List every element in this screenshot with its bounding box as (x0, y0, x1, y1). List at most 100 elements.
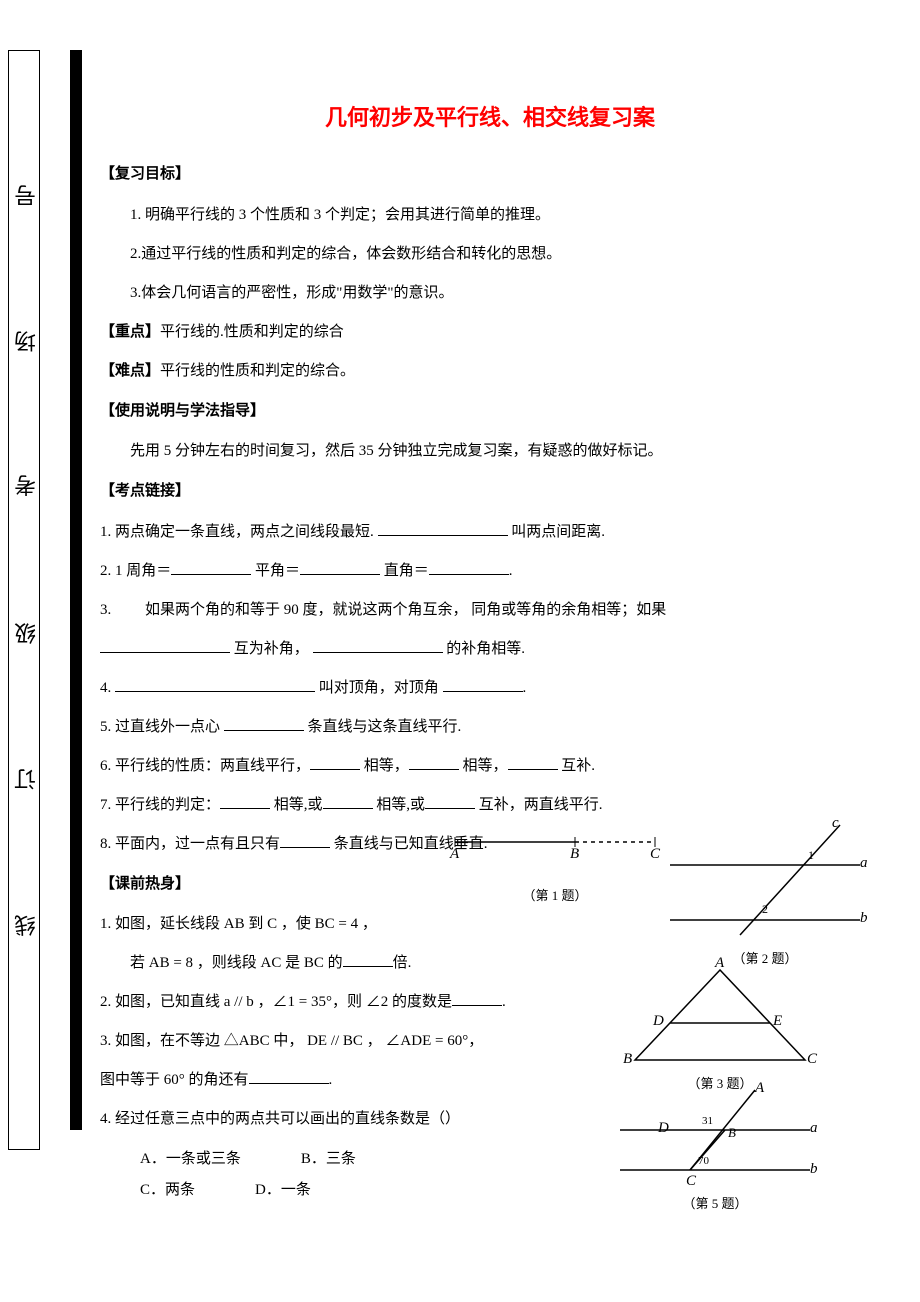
fig5-31: 31 (702, 1115, 713, 1127)
w1a: 1. 如图，延长线段 AB 到 C ，使 BC = 4 ， (100, 906, 500, 942)
blank (443, 677, 523, 692)
k4b: 叫对顶角，对顶角 (319, 680, 439, 696)
w4b: ） (445, 1111, 464, 1127)
blank (310, 755, 360, 770)
binding-char-2: 场 (16, 326, 36, 358)
k3: 3. 如果两个角的和等于 90 度，就说这两个角互余， 同角或等角的余角相等；如… (100, 592, 880, 628)
opt-a: A．一条或三条 (140, 1147, 241, 1168)
k6: 6. 平行线的性质：两直线平行， 相等， 相等， 互补. (100, 748, 880, 784)
difficulty-line: 【难点】平行线的性质和判定的综合。 (100, 353, 880, 389)
goal-1: 1. 明确平行线的 3 个性质和 3 个判定；会用其进行简单的推理。 (100, 197, 880, 233)
w1b-line: 若 AB = 8 ，则线段 AC 是 BC 的 倍. (100, 945, 500, 981)
blank (249, 1069, 329, 1084)
k3-cont: 互为补角， 的补角相等. (100, 631, 880, 667)
k4a: 4. (100, 680, 111, 696)
blank (224, 716, 304, 731)
binding-char-5: 订 (16, 764, 36, 796)
k6a: 6. 平行线的性质：两直线平行， (100, 758, 310, 774)
blank (429, 560, 509, 575)
k1: 1. 两点确定一条直线，两点之间线段最短. 叫两点间距离. (100, 514, 880, 550)
binding-char-4: 级 (16, 618, 36, 650)
k7d: 互补，两直线平行. (479, 797, 603, 813)
w3b-line: 图中等于 60° 的角还有. (100, 1062, 600, 1098)
k6d: 互补. (561, 758, 595, 774)
fig5-b: b (810, 1161, 818, 1178)
k2a: 2. 1 周角＝ (100, 563, 171, 579)
emphasis-heading: 【重点】 (100, 324, 160, 340)
figure-2: c a b 1 2 （第 2 题） (660, 820, 870, 973)
fig1-a: A (450, 846, 459, 863)
k8a: 8. 平面内，过一点有且只有 (100, 836, 280, 852)
fig2-1: 1 (808, 848, 814, 863)
k6b: 相等， (364, 758, 409, 774)
blank (452, 991, 502, 1006)
k6c: 相等， (463, 758, 508, 774)
blank (100, 638, 230, 653)
k5a: 5. 过直线外一点心 (100, 719, 220, 735)
w2: 2. 如图，已知直线 a // b ，∠1 = 35°，则 ∠2 的度数是. (100, 984, 600, 1020)
blank (300, 560, 380, 575)
fig1-caption: （第 1 题） (445, 885, 665, 904)
binding-char-1: 号 (16, 180, 36, 212)
goal-3: 3.体会几何语言的严密性，形成"用数学"的意识。 (100, 275, 880, 311)
goal-2: 2.通过平行线的性质和判定的综合，体会数形结合和转化的思想。 (100, 236, 880, 272)
difficulty-text: 平行线的性质和判定的综合。 (160, 363, 355, 379)
blank (323, 794, 373, 809)
fig5-c: C (686, 1173, 696, 1190)
opt-b: B．三条 (301, 1147, 356, 1168)
k7c: 相等,或 (376, 797, 425, 813)
k5: 5. 过直线外一点心 条直线与这条直线平行. (100, 709, 880, 745)
fig1-c: C (650, 846, 660, 863)
method-heading: 【使用说明与学法指导】 (100, 397, 880, 426)
blank (220, 794, 270, 809)
emphasis-text: 平行线的.性质和判定的综合 (160, 324, 344, 340)
binding-char-6: 线 (16, 910, 36, 942)
k2: 2. 1 周角＝ 平角＝ 直角＝. (100, 553, 880, 589)
fig5-d: D (658, 1120, 669, 1137)
fig3-c: C (807, 1051, 817, 1068)
k1a: 1. 两点确定一条直线，两点之间线段最短. (100, 524, 374, 540)
k3-red: 如果两个角的和等于 90 度，就说这两个角互余， (145, 602, 468, 618)
k7b: 相等,或 (274, 797, 323, 813)
blank (409, 755, 459, 770)
k3b: 同角或等角的余角相等；如果 (471, 602, 666, 618)
figure-1: A B C （第 1 题） (445, 830, 665, 910)
fig3-d: D (653, 1013, 664, 1030)
blank (508, 755, 558, 770)
goals-heading: 【复习目标】 (100, 160, 880, 189)
fig5-70: 70 (698, 1155, 709, 1167)
k2b: 平角＝ (255, 563, 300, 579)
fig3-b: B (623, 1051, 632, 1068)
method-text: 先用 5 分钟左右的时间复习，然后 35 分钟独立完成复习案，有疑惑的做好标记。 (100, 433, 880, 469)
k7: 7. 平行线的判定： 相等,或 相等,或 互补，两直线平行. (100, 787, 880, 823)
fig5-svg (610, 1085, 820, 1185)
blank (313, 638, 443, 653)
fig1-svg (445, 830, 665, 855)
fig2-2: 2 (762, 902, 768, 917)
w1c: 倍. (393, 955, 412, 971)
blank (280, 833, 330, 848)
fig5-a2: A (755, 1080, 764, 1097)
w2a: 2. 如图，已知直线 a // b ，∠1 = 35°，则 ∠2 的度数是 (100, 994, 452, 1010)
k4: 4. 叫对顶角，对顶角 . (100, 670, 880, 706)
opt-d: D．一条 (255, 1178, 311, 1199)
blank (425, 794, 475, 809)
binding-border (8, 50, 40, 1150)
k3a: 3. (100, 602, 111, 618)
k3c: 互为补角， (234, 641, 309, 657)
link-heading: 【考点链接】 (100, 477, 880, 506)
emphasis-line: 【重点】平行线的.性质和判定的综合 (100, 314, 880, 350)
fig3-e: E (773, 1013, 782, 1030)
figure-5: A a b D B C 31 70 （第 5 题） (610, 1085, 820, 1218)
k7a: 7. 平行线的判定： (100, 797, 220, 813)
w1b: 若 AB = 8 ，则线段 AC 是 BC 的 (130, 955, 343, 971)
difficulty-heading: 【难点】 (100, 363, 160, 379)
fig5-bpt: B (728, 1125, 736, 1141)
figure-3: A D E B C （第 3 题） (615, 965, 825, 1098)
fig1-b: B (570, 846, 579, 863)
page-title: 几何初步及平行线、相交线复习案 (100, 100, 880, 132)
blank (171, 560, 251, 575)
k5b: 条直线与这条直线平行. (308, 719, 462, 735)
w3a: 3. 如图，在不等边 △ABC 中， DE // BC ， ∠ADE = 60°… (100, 1023, 600, 1059)
w3b: 图中等于 60° 的角还有 (100, 1072, 249, 1088)
